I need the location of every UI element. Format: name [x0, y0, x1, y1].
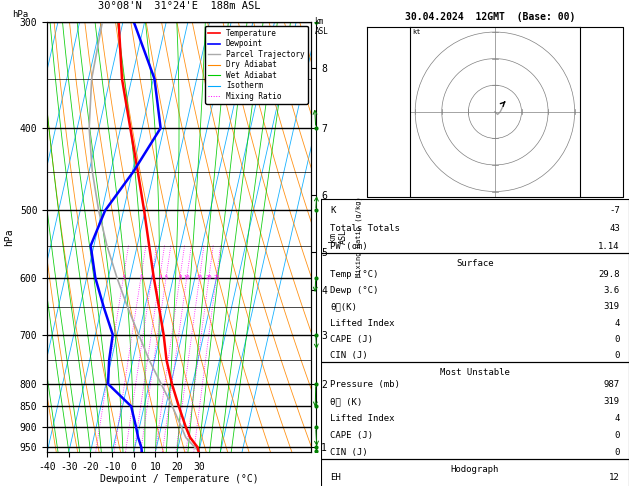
Text: Temp (°C): Temp (°C) [330, 270, 379, 279]
Text: θᴄ(K): θᴄ(K) [330, 302, 357, 312]
Text: 4: 4 [615, 414, 620, 423]
Text: 0: 0 [615, 335, 620, 344]
Text: Surface: Surface [456, 259, 494, 268]
Text: 43: 43 [609, 224, 620, 233]
Text: CIN (J): CIN (J) [330, 351, 368, 360]
Text: 0: 0 [615, 448, 620, 457]
Text: 987: 987 [604, 380, 620, 389]
Text: 15: 15 [196, 275, 203, 279]
Text: 10: 10 [184, 275, 190, 279]
Legend: Temperature, Dewpoint, Parcel Trajectory, Dry Adiabat, Wet Adiabat, Isotherm, Mi: Temperature, Dewpoint, Parcel Trajectory… [205, 26, 308, 104]
Text: θᴄ (K): θᴄ (K) [330, 397, 362, 406]
Text: Hodograph: Hodograph [451, 465, 499, 474]
Text: CAPE (J): CAPE (J) [330, 431, 373, 440]
Text: km
ASL: km ASL [314, 17, 328, 36]
Text: 8: 8 [179, 275, 182, 279]
Text: -7: -7 [609, 207, 620, 215]
Text: CAPE (J): CAPE (J) [330, 335, 373, 344]
Text: 5: 5 [165, 275, 168, 279]
Text: 30°08'N  31°24'E  188m ASL: 30°08'N 31°24'E 188m ASL [98, 1, 260, 11]
Text: 1.14: 1.14 [598, 242, 620, 251]
Text: Lifted Index: Lifted Index [330, 414, 394, 423]
Text: 3.6: 3.6 [604, 286, 620, 295]
Text: 3: 3 [150, 275, 153, 279]
Text: hPa: hPa [13, 10, 29, 19]
Text: 0: 0 [615, 351, 620, 360]
Text: 319: 319 [604, 397, 620, 406]
Text: Most Unstable: Most Unstable [440, 368, 510, 377]
Text: 30.04.2024  12GMT  (Base: 00): 30.04.2024 12GMT (Base: 00) [405, 12, 576, 22]
Y-axis label: km
ASL: km ASL [328, 229, 348, 244]
Text: 1: 1 [122, 275, 125, 279]
Text: Lifted Index: Lifted Index [330, 319, 394, 328]
Text: 2: 2 [140, 275, 143, 279]
Text: Mixing Ratio (g/kg): Mixing Ratio (g/kg) [355, 196, 362, 278]
Text: K: K [330, 207, 335, 215]
Text: EH: EH [330, 473, 341, 482]
Text: Pressure (mb): Pressure (mb) [330, 380, 400, 389]
Y-axis label: hPa: hPa [4, 228, 14, 246]
Text: 20: 20 [206, 275, 212, 279]
Text: 4: 4 [615, 319, 620, 328]
Text: 0: 0 [615, 431, 620, 440]
Text: CIN (J): CIN (J) [330, 448, 368, 457]
Text: 4: 4 [158, 275, 162, 279]
Text: PW (cm): PW (cm) [330, 242, 368, 251]
Text: 25: 25 [213, 275, 220, 279]
Text: 12: 12 [609, 473, 620, 482]
Text: 29.8: 29.8 [598, 270, 620, 279]
Text: Totals Totals: Totals Totals [330, 224, 400, 233]
Text: Dewp (°C): Dewp (°C) [330, 286, 379, 295]
X-axis label: Dewpoint / Temperature (°C): Dewpoint / Temperature (°C) [100, 474, 259, 485]
Text: 319: 319 [604, 302, 620, 312]
